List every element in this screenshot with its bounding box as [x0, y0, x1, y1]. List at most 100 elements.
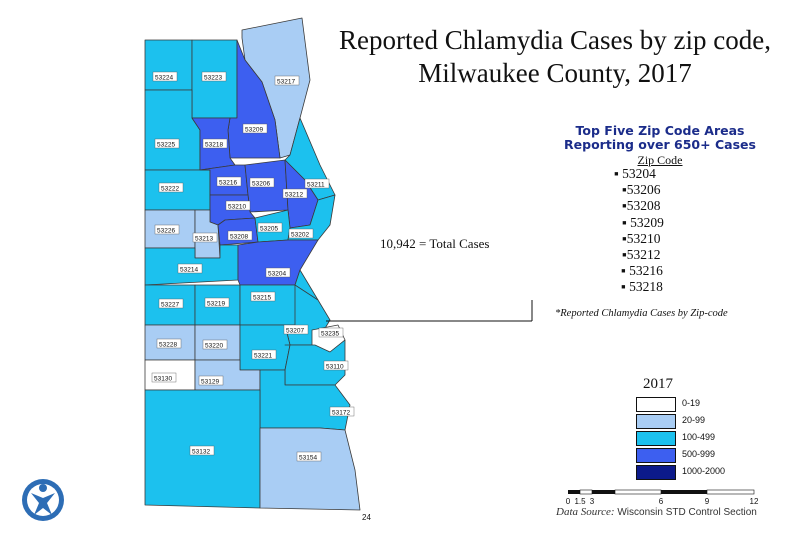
zip-label-53204: 53204	[265, 267, 291, 278]
legend-swatch	[636, 448, 676, 463]
svg-text:53212: 53212	[285, 192, 303, 199]
zip-area-53224	[144, 39, 193, 91]
svg-text:53218: 53218	[205, 142, 223, 149]
svg-text:53221: 53221	[254, 353, 272, 360]
zip-label-53219: 53219	[204, 297, 230, 308]
zip-label-53206: 53206	[249, 177, 275, 188]
map-title: Reported Chlamydia Cases by zip code, Mi…	[310, 24, 800, 90]
zip-label-53207: 53207	[283, 324, 309, 335]
zip-label-53209: 53209	[242, 123, 268, 134]
zip-labels: 53224 53223 53217 53209 53225 53218 5321…	[151, 71, 355, 462]
legend-swatch	[636, 431, 676, 446]
zip-code-list-header: Zip Code	[637, 153, 683, 167]
svg-text:53210: 53210	[228, 204, 246, 211]
zip-label-53154: 53154	[296, 451, 322, 462]
svg-text:53223: 53223	[204, 75, 222, 82]
svg-text:53215: 53215	[253, 295, 271, 302]
zip-label-53222: 53222	[158, 182, 184, 193]
zip-label-53216: 53216	[216, 176, 242, 187]
top-five-heading-line-2: Reporting over 650+ Cases	[564, 137, 756, 152]
top-zip-list: ▪ 53204 ▪53206 ▪53208 ▪ 53209 ▪53210 ▪53…	[610, 166, 720, 296]
zip-label-53224: 53224	[152, 71, 178, 82]
zip-label-53110: 53110	[323, 360, 349, 371]
legend-entry-20-99: 20-99	[636, 414, 771, 429]
zip-label-53226: 53226	[154, 224, 180, 235]
svg-text:53217: 53217	[277, 79, 295, 86]
svg-text:53130: 53130	[154, 376, 172, 383]
scale-tick-label: 12	[749, 497, 759, 506]
svg-text:53225: 53225	[157, 142, 175, 149]
total-cases-label: 10,942 = Total Cases	[380, 236, 490, 251]
svg-text:53235: 53235	[321, 331, 339, 338]
legend-year: 2017	[643, 376, 673, 392]
svg-text:53214: 53214	[180, 267, 198, 274]
scale-tick-label: 3	[589, 497, 595, 506]
svg-text:53172: 53172	[332, 410, 350, 417]
legend-entry-500-999: 500-999	[636, 448, 771, 463]
svg-text:53205: 53205	[260, 226, 278, 233]
zip-label-53228: 53228	[156, 338, 182, 349]
zip-label-53227: 53227	[158, 298, 184, 309]
legend-swatch	[636, 465, 676, 480]
svg-text:53219: 53219	[207, 301, 225, 308]
top-zip-item: ▪ 53216	[621, 263, 663, 279]
scale-tick-label: 1.5	[574, 497, 586, 506]
zip-label-53235: 53235	[318, 327, 344, 338]
svg-text:53202: 53202	[291, 232, 309, 239]
zip-label-53172: 53172	[329, 406, 355, 417]
svg-text:53132: 53132	[192, 449, 210, 456]
zip-label-53214: 53214	[177, 263, 203, 274]
zip-label-53208: 53208	[227, 230, 253, 241]
top-zip-item: ▪ 53204	[614, 166, 656, 181]
zip-label-53223: 53223	[201, 71, 227, 82]
zip-label-53220: 53220	[202, 339, 228, 350]
health-department-logo-icon	[22, 479, 64, 521]
footnote: *Reported Chlamydia Cases by Zip-code	[555, 308, 728, 319]
data-source: Data Source: Wisconsin STD Control Secti…	[556, 506, 757, 518]
svg-text:53226: 53226	[157, 228, 175, 235]
title-line-1: Reported Chlamydia Cases by zip code,	[339, 25, 771, 55]
legend-entry-100-499: 100-499	[636, 431, 771, 446]
zip-label-53212: 53212	[282, 188, 308, 199]
data-source-text: Wisconsin STD Control Section	[617, 507, 757, 518]
svg-text:53224: 53224	[155, 75, 173, 82]
svg-text:53222: 53222	[161, 186, 179, 193]
scale-tick-label: 9	[704, 497, 710, 506]
top-five-heading-line-1: Top Five Zip Code Areas	[575, 123, 745, 138]
scale-tick-label: 0	[565, 497, 571, 506]
zip-label-53205: 53205	[257, 222, 283, 233]
svg-text:53211: 53211	[307, 182, 325, 189]
top-zip-item: ▪ 53209	[622, 214, 664, 230]
scale-tick-label: 6	[658, 497, 664, 506]
zip-label-53218: 53218	[202, 138, 228, 149]
zip-label-53217: 53217	[274, 75, 300, 86]
title-line-2: Milwaukee County, 2017	[418, 58, 692, 88]
top-zip-item: ▪53210	[622, 230, 661, 246]
zip-label-53221: 53221	[251, 349, 277, 360]
zip-area-53110	[284, 339, 346, 386]
zip-area-53204	[237, 239, 319, 286]
svg-text:53208: 53208	[230, 234, 248, 241]
svg-text:53227: 53227	[161, 302, 179, 309]
zip-label-53215: 53215	[250, 291, 276, 302]
zip-label-53129: 53129	[198, 375, 224, 386]
svg-text:53228: 53228	[159, 342, 177, 349]
top-five-heading: Top Five Zip Code Areas Reporting over 6…	[555, 124, 765, 152]
svg-text:53207: 53207	[286, 328, 304, 335]
page-number: 24	[362, 513, 371, 522]
data-source-label: Data Source:	[556, 506, 615, 518]
legend-entry-0-19: 0-19	[636, 397, 771, 412]
zip-label-53202: 53202	[288, 228, 314, 239]
legend-label: 100-499	[682, 432, 716, 442]
top-zip-item: ▪53212	[622, 247, 661, 263]
zip-label-53210: 53210	[225, 200, 251, 211]
svg-text:53213: 53213	[195, 236, 213, 243]
svg-text:53129: 53129	[201, 379, 219, 386]
legend-label: 500-999	[682, 449, 716, 459]
svg-text:53110: 53110	[326, 364, 344, 371]
zip-label-53211: 53211	[304, 178, 330, 189]
legend-label: 0-19	[682, 398, 701, 408]
svg-text:53220: 53220	[205, 343, 223, 350]
svg-text:53154: 53154	[299, 455, 317, 462]
